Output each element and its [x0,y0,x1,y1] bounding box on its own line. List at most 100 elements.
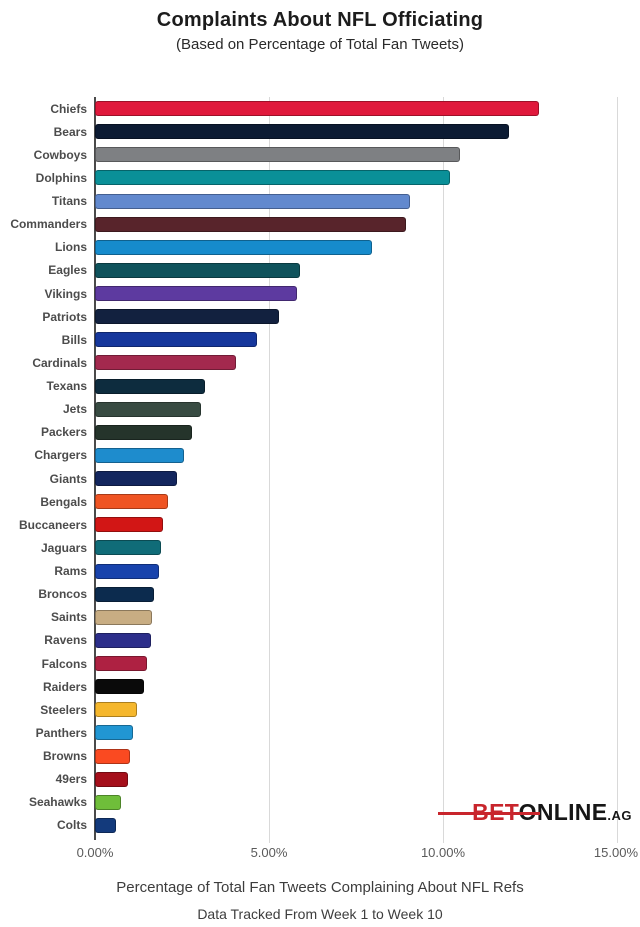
value-bar [95,725,134,741]
bar-row: Chargers [0,444,620,467]
chart-subtitle: (Based on Percentage of Total Fan Tweets… [176,36,464,53]
value-bar [95,563,160,579]
team-label: Buccaneers [18,517,87,532]
value-bar [95,494,169,510]
bar-track [95,606,617,629]
value-bar [95,286,297,301]
team-label: Chargers [34,448,87,463]
value-bar [95,540,162,556]
bar-track [95,698,617,721]
chart-title: Complaints About NFL Officiating [156,9,484,31]
bar-track [95,421,617,444]
value-bar [95,170,450,186]
value-bar [95,332,257,348]
bar-track [95,721,617,744]
value-bar [95,401,202,417]
bar-track [95,675,617,698]
value-bar [95,794,122,810]
x-tick-label: 0.00% [76,845,114,860]
betonline-logo: BETONLINE.AG [438,799,632,825]
team-label: Raiders [42,679,87,694]
bar-row: Giants [0,467,620,490]
bar-track [95,490,617,513]
logo-tld-text: .AG [607,808,632,823]
bar-row: Chiefs [0,97,620,120]
value-bar [95,424,193,440]
bar-row: Rams [0,560,620,583]
bar-row: Saints [0,606,620,629]
value-bar [95,817,116,833]
value-bar [95,101,539,116]
bar-row: Bengals [0,490,620,513]
team-label: Chiefs [50,101,87,116]
team-label: Dolphins [35,170,87,185]
bar-track [95,259,617,282]
logo-strike-line [438,812,541,815]
team-label: Lions [55,240,87,255]
bar-track [95,444,617,467]
x-tick-label: 10.00% [420,845,466,860]
bar-track [95,305,617,328]
value-bar [95,679,144,695]
bar-track [95,467,617,490]
bar-row: Cowboys [0,143,620,166]
bar-track [95,166,617,189]
bar-track [95,375,617,398]
bar-row: 49ers [0,768,620,791]
bar-row: Broncos [0,583,620,606]
value-bar [95,193,410,209]
bar-track [95,536,617,559]
value-bar [95,147,461,163]
value-bar [95,124,510,140]
bar-track [95,652,617,675]
bar-track [95,745,617,768]
bar-rows: Chiefs Bears Cowboys Dolphins Titans Commande… [0,97,620,837]
value-bar [95,378,205,394]
team-label: Jets [62,402,87,417]
x-axis-label: Percentage of Total Fan Tweets Complaini… [116,879,524,896]
bar-track [95,190,617,213]
bar-track [95,120,617,143]
value-bar [95,471,177,486]
bar-chart: Chiefs Bears Cowboys Dolphins Titans Commande… [0,97,640,863]
team-label: Packers [40,425,87,440]
team-label: Rams [54,564,87,579]
team-label: Vikings [44,286,87,301]
team-label: Eagles [48,263,87,278]
value-bar [95,517,163,533]
bar-row: Raiders [0,675,620,698]
bar-row: Vikings [0,282,620,305]
bar-track [95,97,617,120]
value-bar [95,216,407,232]
x-tick-label: 15.00% [593,845,638,860]
bar-row: Falcons [0,652,620,675]
bar-row: Lions [0,236,620,259]
value-bar [95,632,151,648]
bar-track [95,328,617,351]
bar-track [95,143,617,166]
value-bar [95,447,184,463]
team-label: Ravens [44,633,87,648]
team-label: Cardinals [32,355,87,370]
value-bar [95,609,153,625]
team-label: Bengals [40,494,87,509]
value-bar [95,771,129,787]
bar-row: Buccaneers [0,513,620,536]
team-label: Bears [53,124,87,139]
value-bar [95,748,130,764]
bar-track [95,560,617,583]
bar-row: Packers [0,421,620,444]
bar-track [95,236,617,259]
bar-row: Commanders [0,213,620,236]
value-bar [95,586,155,602]
team-label: Seahawks [28,795,87,810]
bar-row: Colts [0,814,620,837]
value-bar [95,355,236,371]
team-label: Jaguars [40,540,87,555]
bar-row: Panthers [0,721,620,744]
team-label: Patriots [42,309,87,324]
bar-row: Texans [0,375,620,398]
value-bar [95,656,148,671]
team-label: Saints [50,610,87,625]
bar-track [95,398,617,421]
